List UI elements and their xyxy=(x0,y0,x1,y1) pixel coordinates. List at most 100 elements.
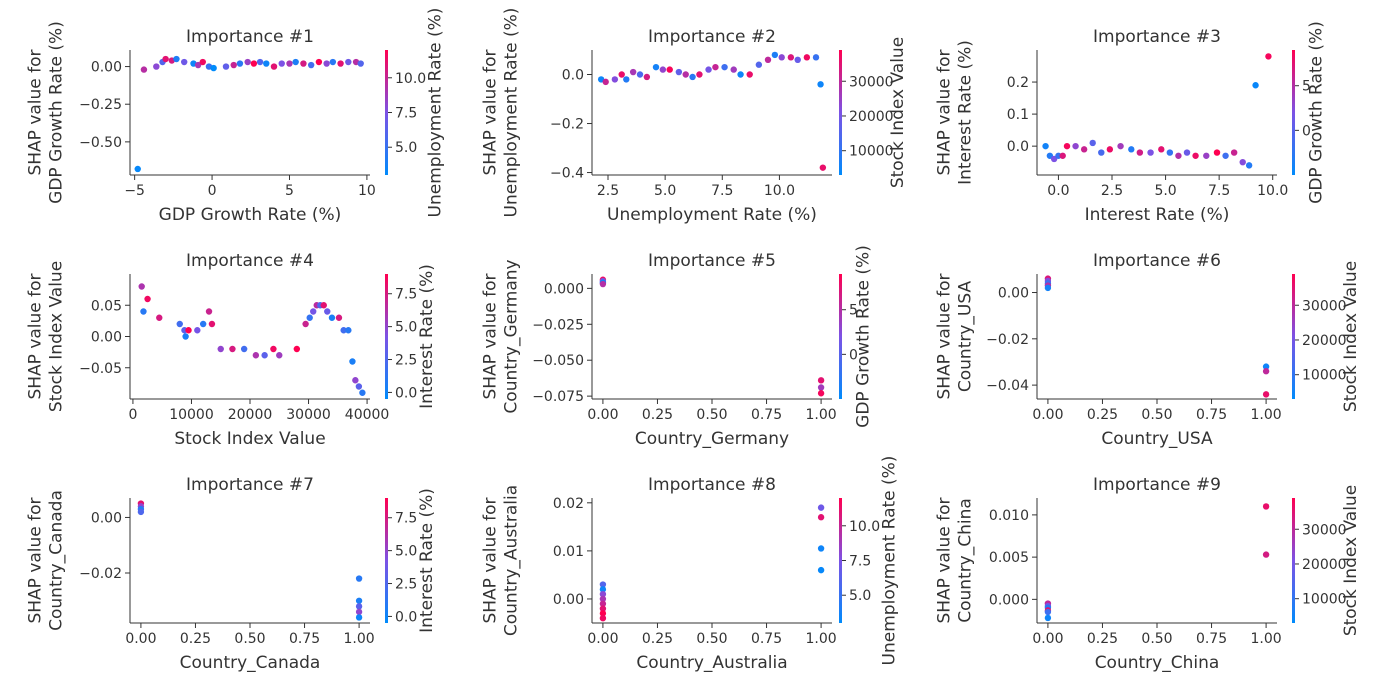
data-point xyxy=(355,597,363,604)
data-point xyxy=(194,327,201,334)
x-tick-label: 0.25 xyxy=(642,631,673,647)
x-tick-label: 0.50 xyxy=(696,407,727,423)
colorbar-tick-label: 5.0 xyxy=(395,140,417,156)
x-tick-label: 5 xyxy=(285,183,294,199)
data-point xyxy=(276,352,283,359)
colorbar-tick-label: 0 xyxy=(1302,123,1311,139)
data-point xyxy=(194,61,202,69)
colorbar-tick-label: 10.0 xyxy=(849,519,880,535)
data-point xyxy=(1262,503,1270,510)
data-point xyxy=(217,345,224,353)
data-point xyxy=(345,327,352,334)
data-point xyxy=(599,605,607,612)
colorbar-label: GDP Growth Rate (%) xyxy=(1307,21,1327,204)
y-tick-label: 0.2 xyxy=(1007,75,1029,91)
x-tick-label: 10000 xyxy=(169,407,214,423)
data-point xyxy=(682,71,689,78)
colorbar-tick-label: 7.5 xyxy=(395,511,417,527)
colorbar xyxy=(839,274,842,399)
panel-importance-2: Importance #2 2.5 5.0 7.5 10.0 0.0 −0.2 −0.4 Une… xyxy=(481,8,909,225)
data-point xyxy=(803,54,811,61)
y-tick-label: 0.00 xyxy=(553,592,584,608)
data-point xyxy=(302,320,309,328)
data-point xyxy=(355,575,363,582)
x-tick-label: 10.0 xyxy=(1257,183,1288,199)
data-point xyxy=(140,308,147,315)
y-axis-label-line: Country_USA xyxy=(956,281,976,393)
data-point xyxy=(1136,149,1144,156)
y-tick-label: −0.05 xyxy=(79,361,122,377)
x-tick-label: 5.0 xyxy=(1154,183,1176,199)
x-tick-label: 0.00 xyxy=(125,631,156,647)
data-point xyxy=(270,63,278,70)
data-point xyxy=(345,58,352,66)
colorbar-tick-label: 10000 xyxy=(849,144,894,160)
data-point xyxy=(629,68,637,76)
x-tick-label: 0.25 xyxy=(180,631,211,647)
data-point xyxy=(1265,53,1272,60)
colorbar-tick-label: 10000 xyxy=(1302,368,1347,384)
data-point xyxy=(1098,149,1105,156)
y-tick-label: 0.00 xyxy=(91,510,122,526)
y-axis-label: SHAP value for Country_Germany xyxy=(481,259,522,413)
colorbar-tick-label: 10000 xyxy=(1302,592,1347,608)
x-tick-label: 0.00 xyxy=(587,631,618,647)
data-point xyxy=(1213,149,1221,156)
data-point xyxy=(320,302,327,309)
data-point xyxy=(705,66,712,73)
x-tick-label: 0.00 xyxy=(1032,407,1063,423)
x-axis-label: Stock Index Value xyxy=(174,429,325,449)
y-axis-label: SHAP value for GDP Growth Rate (%) xyxy=(26,21,67,204)
data-point xyxy=(156,314,163,321)
y-axis-label-line: SHAP value for xyxy=(481,273,501,399)
data-point xyxy=(199,58,206,66)
colorbar-label: Stock Index Value xyxy=(1341,261,1361,412)
colorbar-tick-label: 5 xyxy=(849,303,858,319)
data-point xyxy=(659,66,667,73)
data-point xyxy=(176,320,183,328)
y-tick-label: 0.000 xyxy=(544,281,584,297)
x-tick-label: 0.50 xyxy=(1141,407,1172,423)
y-tick-label: 0.005 xyxy=(989,550,1029,566)
panel-title: Importance #9 xyxy=(1093,475,1221,495)
x-tick-label: 0.75 xyxy=(1196,407,1227,423)
x-tick-label: 0.75 xyxy=(1196,631,1227,647)
y-axis-label-line: Country_Germany xyxy=(502,259,522,413)
data-point xyxy=(310,308,317,315)
colorbar-label: GDP Growth Rate (%) xyxy=(854,245,874,428)
colorbar xyxy=(1292,50,1295,175)
data-point xyxy=(794,56,801,64)
y-axis-label: SHAP value for Country_Australia xyxy=(481,485,522,636)
data-point xyxy=(1166,149,1174,156)
data-point xyxy=(1239,158,1246,166)
panel-importance-7: Importance #7 0.00 0.25 0.50 0.75 1.00 0.00 −0.… xyxy=(26,475,437,673)
data-point xyxy=(244,58,251,66)
data-point xyxy=(210,64,217,72)
data-point xyxy=(1262,363,1270,370)
x-tick-label: 2.5 xyxy=(597,183,619,199)
data-point xyxy=(182,333,189,340)
data-point xyxy=(817,514,825,521)
y-axis-label: SHAP value for Unemployment Rate (%) xyxy=(481,8,522,218)
data-point xyxy=(1080,146,1088,153)
panel-title: Importance #6 xyxy=(1093,251,1221,271)
data-point xyxy=(599,581,607,588)
x-tick-label: 30000 xyxy=(286,407,331,423)
data-point xyxy=(1262,551,1270,558)
data-point xyxy=(355,614,363,621)
data-point xyxy=(636,71,644,78)
colorbar-label: Unemployment Rate (%) xyxy=(879,456,899,666)
data-point xyxy=(208,320,216,328)
y-tick-label: 0.1 xyxy=(1007,107,1029,123)
data-point xyxy=(817,390,825,397)
data-point xyxy=(1262,391,1270,398)
y-axis-label-line: Country_Australia xyxy=(502,485,522,636)
data-point xyxy=(335,314,343,321)
data-point xyxy=(771,51,779,59)
y-tick-label: 0.0 xyxy=(1007,139,1029,155)
data-point xyxy=(1059,152,1066,159)
x-tick-label: 0.00 xyxy=(1032,631,1063,647)
colorbar-tick-label: 0 xyxy=(849,347,858,363)
x-axis-label: Country_China xyxy=(1095,653,1220,673)
data-point xyxy=(666,66,673,73)
